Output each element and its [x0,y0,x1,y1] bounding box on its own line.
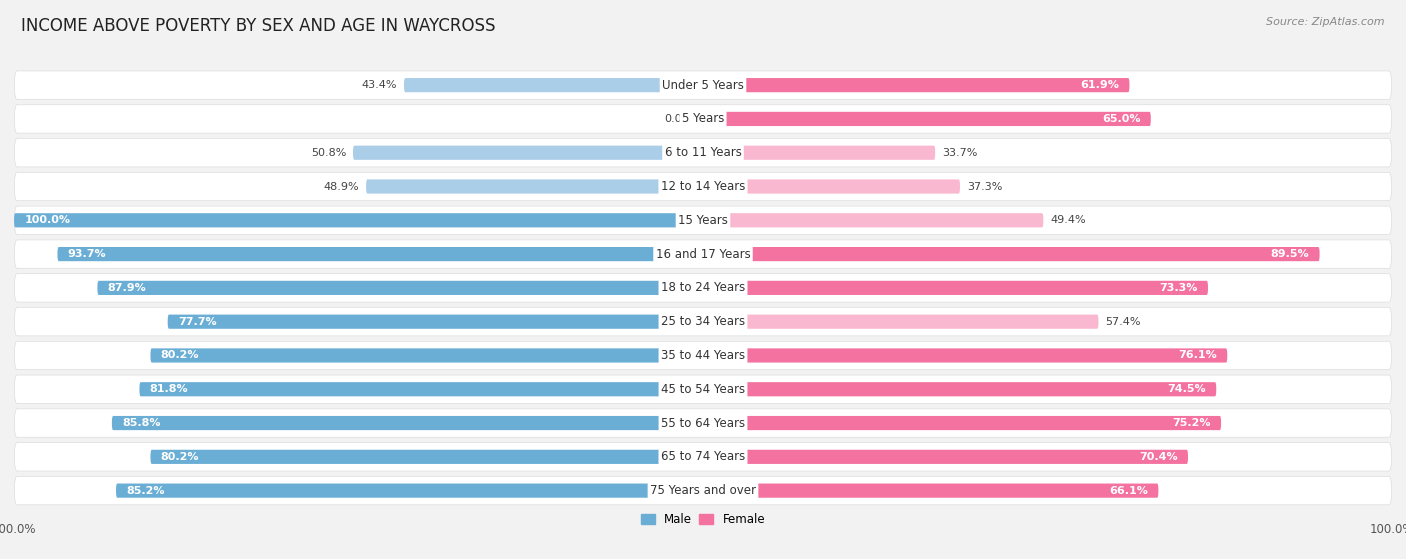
FancyBboxPatch shape [404,78,703,92]
Text: 48.9%: 48.9% [323,182,359,192]
Text: 80.2%: 80.2% [160,452,200,462]
FancyBboxPatch shape [117,484,703,498]
Text: 57.4%: 57.4% [1105,317,1140,326]
FancyBboxPatch shape [703,247,1320,261]
FancyBboxPatch shape [167,315,703,329]
FancyBboxPatch shape [14,342,1392,369]
Text: 43.4%: 43.4% [361,80,396,90]
FancyBboxPatch shape [14,240,1392,268]
Text: 85.2%: 85.2% [127,486,165,496]
FancyBboxPatch shape [14,71,1392,100]
FancyBboxPatch shape [703,112,1152,126]
Text: 5 Years: 5 Years [682,112,724,125]
FancyBboxPatch shape [703,315,1098,329]
Text: 0.0%: 0.0% [665,114,693,124]
FancyBboxPatch shape [150,348,703,363]
FancyBboxPatch shape [139,382,703,396]
Text: 55 to 64 Years: 55 to 64 Years [661,416,745,429]
Text: 93.7%: 93.7% [67,249,107,259]
FancyBboxPatch shape [703,382,1216,396]
FancyBboxPatch shape [97,281,703,295]
FancyBboxPatch shape [14,105,1392,133]
Text: 25 to 34 Years: 25 to 34 Years [661,315,745,328]
Text: 76.1%: 76.1% [1178,350,1218,361]
Text: 89.5%: 89.5% [1271,249,1309,259]
FancyBboxPatch shape [703,348,1227,363]
Text: 35 to 44 Years: 35 to 44 Years [661,349,745,362]
Text: 81.8%: 81.8% [150,384,188,394]
FancyBboxPatch shape [14,274,1392,302]
Text: Under 5 Years: Under 5 Years [662,79,744,92]
FancyBboxPatch shape [14,375,1392,404]
FancyBboxPatch shape [703,78,1129,92]
Text: 49.4%: 49.4% [1050,215,1085,225]
Text: 74.5%: 74.5% [1167,384,1206,394]
FancyBboxPatch shape [14,206,1392,234]
Text: 85.8%: 85.8% [122,418,160,428]
Text: 61.9%: 61.9% [1080,80,1119,90]
Text: 65 to 74 Years: 65 to 74 Years [661,451,745,463]
FancyBboxPatch shape [112,416,703,430]
FancyBboxPatch shape [366,179,703,193]
Text: 75 Years and over: 75 Years and over [650,484,756,497]
Text: 37.3%: 37.3% [967,182,1002,192]
Text: Source: ZipAtlas.com: Source: ZipAtlas.com [1267,17,1385,27]
FancyBboxPatch shape [703,213,1043,228]
FancyBboxPatch shape [150,450,703,464]
FancyBboxPatch shape [703,179,960,193]
FancyBboxPatch shape [703,281,1208,295]
Text: 15 Years: 15 Years [678,214,728,227]
FancyBboxPatch shape [58,247,703,261]
Text: 66.1%: 66.1% [1109,486,1149,496]
FancyBboxPatch shape [703,484,1159,498]
FancyBboxPatch shape [703,146,935,160]
FancyBboxPatch shape [14,443,1392,471]
Legend: Male, Female: Male, Female [636,509,770,531]
FancyBboxPatch shape [14,307,1392,336]
Text: 6 to 11 Years: 6 to 11 Years [665,146,741,159]
FancyBboxPatch shape [14,476,1392,505]
Text: INCOME ABOVE POVERTY BY SEX AND AGE IN WAYCROSS: INCOME ABOVE POVERTY BY SEX AND AGE IN W… [21,17,495,35]
Text: 73.3%: 73.3% [1160,283,1198,293]
Text: 50.8%: 50.8% [311,148,346,158]
FancyBboxPatch shape [14,172,1392,201]
Text: 87.9%: 87.9% [108,283,146,293]
Text: 75.2%: 75.2% [1173,418,1211,428]
Text: 16 and 17 Years: 16 and 17 Years [655,248,751,260]
Text: 45 to 54 Years: 45 to 54 Years [661,383,745,396]
FancyBboxPatch shape [14,213,703,228]
FancyBboxPatch shape [14,409,1392,437]
Text: 77.7%: 77.7% [179,317,217,326]
Text: 70.4%: 70.4% [1139,452,1178,462]
FancyBboxPatch shape [703,416,1220,430]
Text: 12 to 14 Years: 12 to 14 Years [661,180,745,193]
FancyBboxPatch shape [14,139,1392,167]
FancyBboxPatch shape [703,450,1188,464]
FancyBboxPatch shape [353,146,703,160]
Text: 65.0%: 65.0% [1102,114,1140,124]
Text: 18 to 24 Years: 18 to 24 Years [661,281,745,295]
Text: 100.0%: 100.0% [24,215,70,225]
Text: 80.2%: 80.2% [160,350,200,361]
Text: 33.7%: 33.7% [942,148,977,158]
